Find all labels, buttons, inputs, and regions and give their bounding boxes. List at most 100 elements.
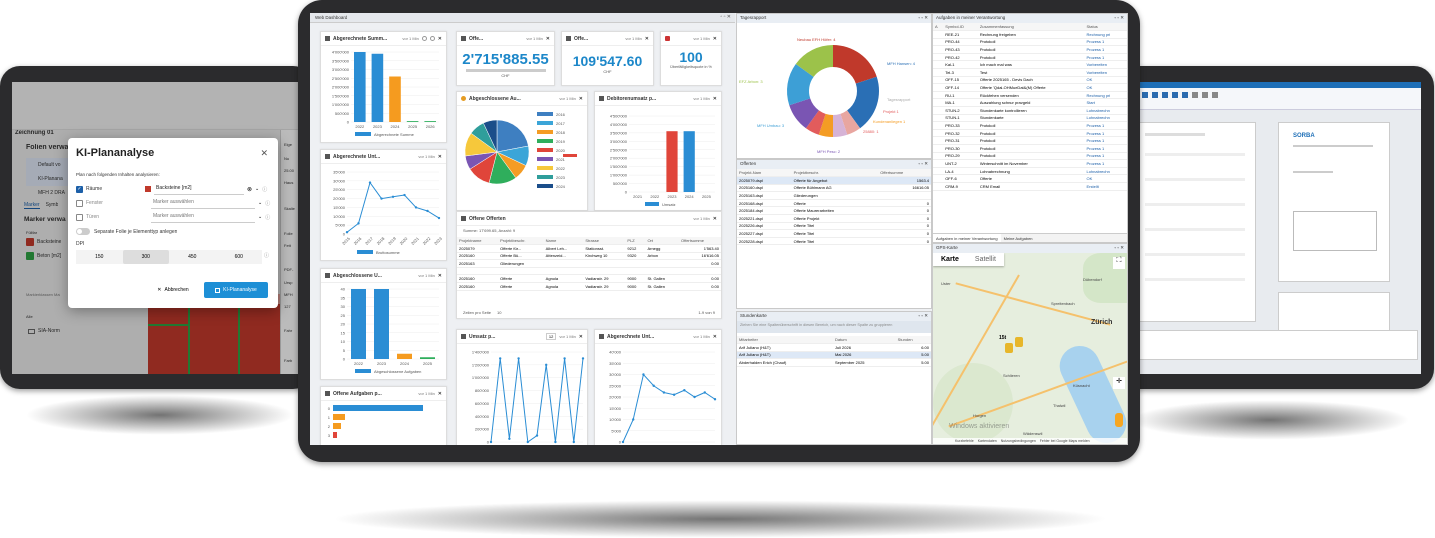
table-row[interactable]: Tel-3 Test Vorbereiten bbox=[933, 68, 1127, 77]
column-header[interactable]: Projekt-Nam bbox=[737, 169, 792, 178]
pane-controls[interactable]: ▫ ▫ ✕ bbox=[918, 313, 928, 318]
refresh-icon[interactable] bbox=[421, 36, 427, 41]
table-row[interactable]: Arif Juliano (H&T) Mai 2026 5.00 bbox=[737, 351, 931, 360]
dpi-option[interactable]: 600 bbox=[234, 254, 243, 260]
ribbon-icon[interactable] bbox=[1212, 92, 1218, 98]
table-row[interactable]: Abderhalden Erich (Chauf) September 2025 5… bbox=[737, 358, 931, 367]
windows-checkbox[interactable] bbox=[76, 199, 83, 207]
column-header[interactable]: PLZ bbox=[625, 237, 646, 246]
doors-select[interactable]: Marker auswählen bbox=[151, 212, 255, 223]
close-icon[interactable]: ✕ bbox=[712, 333, 717, 340]
tab-marker[interactable]: Marker bbox=[24, 202, 40, 209]
pane-controls[interactable]: ▫ ▫ ✕ bbox=[1114, 15, 1124, 20]
dpi-option[interactable]: 150 bbox=[95, 254, 104, 260]
table-row[interactable]: 2025079.dspl Offerte für Angebot 1563.4 bbox=[737, 176, 931, 185]
table-row[interactable]: PRO-42 Protokoll Prozess 1 bbox=[933, 53, 1127, 62]
doors-checkbox[interactable] bbox=[76, 213, 83, 221]
table-row[interactable]: CRM-9 CRM Email Erstellt bbox=[933, 182, 1127, 191]
run-analysis-button[interactable]: KI-Plananalyse bbox=[204, 282, 268, 298]
table-row[interactable]: Arif Juliano (H&T) Juli 2026 6.00 bbox=[737, 343, 931, 352]
column-header[interactable]: Projektname bbox=[457, 237, 499, 246]
close-icon[interactable]: ✕ bbox=[545, 35, 550, 42]
fullscreen-icon[interactable]: ⛶ bbox=[1113, 257, 1125, 269]
map-footer-link[interactable]: Kartendaten bbox=[977, 439, 997, 443]
close-icon[interactable]: ✕ bbox=[712, 95, 717, 102]
chevron-down-icon[interactable]: ⌄ bbox=[258, 214, 263, 220]
clear-icon[interactable]: ⊗ bbox=[247, 186, 253, 193]
table-row[interactable]: 2025163.dspl Gliederungen bbox=[737, 191, 931, 200]
ribbon-icon[interactable] bbox=[1142, 92, 1148, 98]
column-header[interactable]: Zusammenfassung bbox=[977, 23, 1085, 32]
tab-my-responsibility[interactable]: Aufgaben in meiner Verantwortung bbox=[933, 234, 1001, 242]
windows-select[interactable]: Marker auswählen bbox=[151, 198, 255, 209]
table-row[interactable]: PRO-33 Protokoll Prozess 1 bbox=[933, 121, 1127, 130]
vehicle-marker-icon[interactable] bbox=[1005, 343, 1013, 353]
folder-item[interactable]: SIA-Norm bbox=[28, 328, 60, 334]
chevron-down-icon[interactable]: ⌄ bbox=[255, 186, 260, 192]
table-row[interactable]: PRO-30 Protokoll Prozess 1 bbox=[933, 144, 1127, 153]
ribbon-icon[interactable] bbox=[1162, 92, 1168, 98]
table-row[interactable]: REE-21 Rechnung freigeben Rechnung pri bbox=[933, 30, 1127, 39]
pane-controls[interactable]: ▫ ▫ ✕ bbox=[918, 15, 928, 20]
table-row[interactable]: 2025163 Gliederungen 0.00 bbox=[457, 259, 721, 268]
column-header[interactable]: Offertsumme bbox=[678, 237, 721, 246]
column-header[interactable]: Name bbox=[543, 237, 584, 246]
map-canvas[interactable]: Karte Satellit ⛶ Zürich Spreitenbach Ust… bbox=[933, 253, 1127, 444]
tab-satellite[interactable]: Satellit bbox=[974, 256, 996, 263]
table-row[interactable]: MA-1 Auszahlung schnur pravgeld Start bbox=[933, 98, 1127, 108]
rooms-checkbox[interactable]: ✓ bbox=[76, 185, 83, 193]
table-row[interactable]: Kal-1 Ich mach mal was Vorbereiten bbox=[933, 60, 1127, 70]
rows-per-page-select[interactable]: 10 bbox=[497, 310, 502, 315]
table-row[interactable]: UNT-2 Winterschnitt im November Prozess 1 bbox=[933, 159, 1127, 168]
close-icon[interactable]: ✕ bbox=[644, 35, 649, 42]
table-row[interactable]: STUN-1 Stundenkarte Lohnabrechn bbox=[933, 114, 1127, 123]
column-header[interactable]: Strasse bbox=[583, 237, 626, 246]
close-icon[interactable]: ✕ bbox=[712, 215, 717, 222]
dpi-option-selected[interactable]: 300 bbox=[122, 250, 169, 264]
table-row[interactable]: 2025228.dspl Offerte Titel 0 bbox=[737, 237, 931, 246]
close-icon[interactable]: ✕ bbox=[578, 333, 583, 340]
period-select[interactable]: 12 bbox=[545, 333, 557, 340]
ribbon-icon[interactable] bbox=[1182, 92, 1188, 98]
close-icon[interactable]: ✕ bbox=[578, 95, 583, 102]
map-footer-link[interactable]: Kurzbefehle bbox=[955, 439, 974, 443]
pane-controls[interactable]: ▫ ▫ ✕ bbox=[1114, 245, 1124, 250]
map-footer-link[interactable]: Nutzungsbedingungen bbox=[1000, 439, 1036, 443]
table-row[interactable]: PRO-44 Protokoll Prozess 1 bbox=[933, 38, 1127, 47]
close-icon[interactable]: ✕ bbox=[260, 148, 268, 158]
table-row[interactable]: 2025226.dspl Offerte Titel 0 bbox=[737, 222, 931, 231]
tab-my-tasks[interactable]: Meine Aufgaben bbox=[1003, 236, 1033, 241]
close-icon[interactable]: ✕ bbox=[437, 390, 442, 397]
vehicle-marker-icon[interactable] bbox=[1015, 337, 1023, 347]
marker-item[interactable]: Backsteine bbox=[26, 238, 61, 246]
table-row[interactable]: PRO-32 Protokoll Prozess 1 bbox=[933, 129, 1127, 138]
separate-layer-toggle[interactable] bbox=[76, 228, 90, 235]
rooms-select[interactable]: Backsteine [m2] bbox=[154, 184, 244, 195]
table-row[interactable]: 2025227.dspl Offerte Titel 0 bbox=[737, 229, 931, 238]
table-row[interactable]: PRO-43 Protokoll Prozess 1 bbox=[933, 45, 1127, 54]
table-row[interactable]: OFF-14 Offerte 'Qdal-OHMueDat&(M) Offerte… bbox=[933, 83, 1127, 92]
ribbon-icon[interactable] bbox=[1192, 92, 1198, 98]
table-row[interactable]: 2025221.dspl Offerte Projekt 0 bbox=[737, 214, 931, 223]
ribbon-icon[interactable] bbox=[1172, 92, 1178, 98]
ribbon-icon[interactable] bbox=[1152, 92, 1158, 98]
table-row[interactable]: LA-4 Lohnabrechnung Lohnabrechn bbox=[933, 167, 1127, 176]
column-header[interactable]: Projektbeschr. bbox=[498, 237, 544, 246]
column-header[interactable]: Mitarbeiter bbox=[737, 336, 833, 345]
close-icon[interactable]: ✕ bbox=[437, 153, 442, 160]
settings-icon[interactable] bbox=[429, 36, 435, 41]
close-icon[interactable]: ✕ bbox=[437, 272, 442, 279]
column-header[interactable]: A bbox=[933, 23, 944, 32]
chevron-down-icon[interactable]: ⌄ bbox=[258, 200, 263, 206]
column-header[interactable]: Stunden bbox=[895, 336, 931, 345]
pane-controls[interactable]: ▫ ▫ ✕ bbox=[918, 161, 928, 166]
column-header[interactable]: Datum bbox=[832, 336, 896, 345]
table-row[interactable]: 2025160 Offerte Bü... Attenzeid... Kirchweg… bbox=[457, 252, 721, 261]
column-header[interactable]: Projektbeschr. bbox=[791, 169, 879, 178]
table-row[interactable]: RU-1 Rückfehen versenden Rechnung pri bbox=[933, 91, 1127, 100]
table-row[interactable]: 2025160.dspl Offerte Bühlmann AG 16616.05 bbox=[737, 184, 931, 193]
layer-item[interactable]: MFH 2 DRA bbox=[38, 190, 65, 196]
close-icon[interactable]: ✕ bbox=[712, 35, 717, 42]
zoom-control[interactable]: ✛ bbox=[1113, 377, 1125, 389]
tab-symbols[interactable]: Symb bbox=[45, 202, 59, 208]
